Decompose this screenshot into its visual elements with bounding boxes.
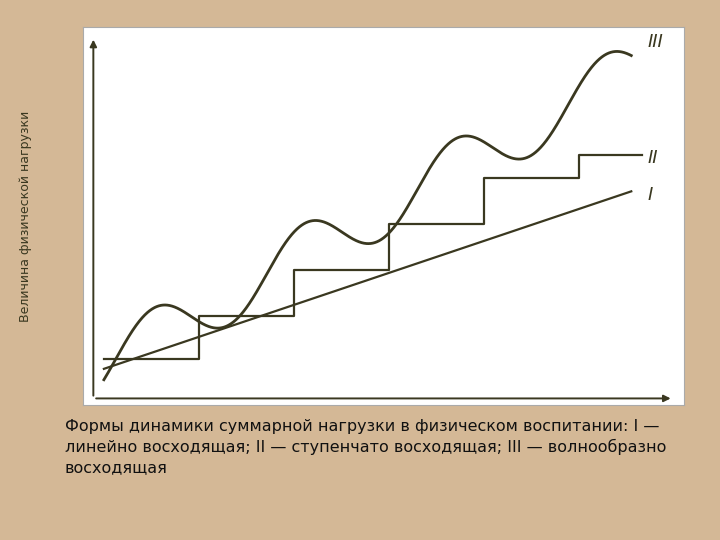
Text: II: II [647, 150, 657, 167]
Text: I: I [647, 186, 652, 204]
Text: Формы динамики суммарной нагрузки в физическом воспитании: I —
линейно восходяща: Формы динамики суммарной нагрузки в физи… [65, 418, 666, 475]
Text: III: III [647, 33, 663, 51]
Text: Величина физической нагрузки: Величина физической нагрузки [19, 110, 32, 322]
